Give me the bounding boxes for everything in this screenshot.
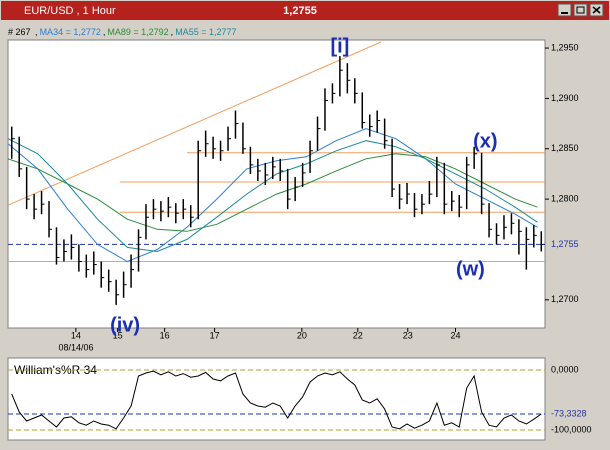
y-tick-label: 1,2850	[551, 143, 579, 153]
y-tick-label: 1,2700	[551, 294, 579, 304]
minimize-button[interactable]	[557, 3, 572, 17]
x-tick-label: 23	[403, 330, 413, 340]
indicator-last-label: -73,3328	[551, 408, 587, 418]
x-tick-label: 14	[71, 330, 81, 340]
title-bar	[1, 1, 609, 20]
x-tick-label: 15	[113, 330, 123, 340]
wave-annotation: (w)	[456, 258, 485, 280]
last-price: 1,2755	[283, 5, 317, 17]
close-icon	[592, 6, 601, 14]
y-tick-label: 1,2950	[551, 42, 579, 52]
price-panel	[7, 39, 546, 329]
trend-line	[8, 41, 382, 206]
x-tick-label: 17	[210, 330, 220, 340]
moving-average	[8, 153, 538, 232]
moving-average	[8, 138, 538, 253]
moving-average	[8, 128, 538, 263]
chart-legend: # 267 , MA34 = 1,2772, MA89 = 1,2792, MA55 …	[8, 27, 238, 37]
date-label: 08/14/06	[58, 342, 93, 352]
maximize-button[interactable]	[573, 3, 588, 17]
x-tick-label: 16	[160, 330, 170, 340]
wave-annotation: (x)	[473, 130, 497, 152]
price-plot	[8, 41, 545, 305]
y-tick-label: 1,2800	[551, 193, 579, 203]
legend-entry: MA89 = 1,2792	[107, 27, 169, 37]
legend-entry: MA55 = 1,2777	[175, 27, 237, 37]
legend-entry: MA34 = 1,2772	[39, 27, 101, 37]
legend-separator: ,	[102, 27, 106, 37]
indicator-panel	[7, 357, 546, 441]
wave-annotation: (iv)	[110, 314, 140, 336]
wave-annotation: [i]	[330, 35, 349, 57]
indicator-line	[11, 370, 542, 430]
x-tick-label: 24	[450, 330, 460, 340]
indicator-tick-label: -100,0000	[551, 424, 592, 434]
y-tick-label: 1,2900	[551, 93, 579, 103]
x-tick-label: 20	[297, 330, 307, 340]
indicator-title: William's%R 34	[14, 363, 97, 377]
bars-count: # 267	[8, 27, 31, 37]
x-tick-label: 22	[353, 330, 363, 340]
window-buttons[interactable]	[557, 3, 604, 17]
window-title: EUR/USD , 1 Hour	[24, 5, 116, 17]
last-price-label: 1,2755	[551, 239, 579, 249]
indicator-tick-label: 0,0000	[551, 364, 579, 374]
legend-separator: ,	[35, 27, 38, 37]
maximize-icon	[576, 6, 585, 14]
legend-separator: ,	[170, 27, 174, 37]
